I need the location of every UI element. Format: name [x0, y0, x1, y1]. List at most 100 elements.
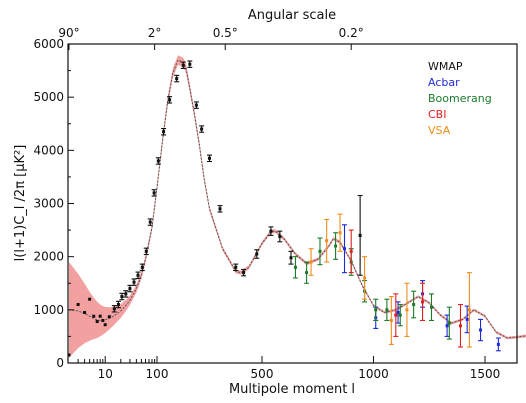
boomerang-data-point — [397, 303, 403, 327]
boomerang-marker — [318, 249, 322, 253]
wmap-data-point — [107, 315, 111, 319]
wmap-marker — [128, 287, 132, 291]
wmap-marker — [358, 233, 362, 237]
cbi-marker — [394, 313, 398, 317]
acbar-marker — [479, 328, 483, 332]
wmap-data-point — [83, 310, 87, 314]
boomerang-data-point — [428, 293, 434, 322]
x-tick-label: 500 — [251, 367, 274, 381]
wmap-data-point — [155, 157, 161, 165]
acbar-marker — [396, 310, 400, 314]
vsa-marker — [338, 231, 342, 235]
wmap-marker — [255, 252, 259, 256]
acbar-data-point — [495, 337, 501, 352]
top-tick-label: 0.2° — [339, 26, 364, 40]
wmap-marker — [120, 295, 124, 299]
boomerang-marker — [293, 265, 297, 269]
wmap-marker — [136, 273, 140, 277]
wmap-data-point — [95, 320, 99, 324]
wmap-data-point — [147, 218, 153, 226]
legend-entry-wmap: WMAP — [428, 60, 463, 73]
cbi-marker — [349, 249, 353, 253]
wmap-marker — [124, 292, 128, 296]
wmap-marker — [101, 318, 105, 322]
wmap-data-point — [193, 101, 199, 109]
wmap-marker — [95, 320, 99, 324]
boomerang-marker — [429, 305, 433, 309]
wmap-marker — [289, 256, 293, 260]
y-tick-label: 5000 — [33, 90, 64, 104]
boomerang-marker — [398, 313, 402, 317]
wmap-marker — [103, 323, 107, 327]
x-tick-label: 1000 — [358, 367, 389, 381]
data-points-layer — [67, 60, 501, 357]
acbar-data-point — [342, 224, 348, 274]
vsa-data-point — [466, 272, 472, 348]
acbar-data-point — [478, 318, 484, 342]
wmap-data-point — [277, 230, 283, 243]
boomerang-marker — [447, 321, 451, 325]
wmap-data-point — [357, 194, 363, 276]
legend-entry-cbi: CBI — [428, 108, 446, 121]
wmap-marker — [278, 234, 282, 238]
legend-entry-vsa: VSA — [428, 124, 451, 137]
wmap-data-point — [115, 300, 121, 309]
wmap-data-point — [76, 303, 80, 307]
wmap-marker — [175, 77, 179, 81]
x-tick-label: 1500 — [470, 367, 501, 381]
vsa-data-point — [308, 248, 314, 276]
wmap-marker — [152, 191, 156, 195]
vsa-marker — [389, 318, 393, 322]
acbar-data-point — [464, 305, 470, 334]
wmap-marker — [188, 62, 192, 66]
wmap-data-point — [288, 250, 294, 265]
acbar-data-point — [444, 314, 450, 337]
wmap-marker — [162, 130, 166, 134]
legend: WMAP Acbar Boomerang CBI VSA — [428, 60, 492, 137]
acbar-marker — [445, 324, 449, 328]
y-axis-title: l(l+1)C_l /2π [μK²] — [13, 145, 28, 262]
wmap-data-point — [233, 263, 239, 272]
boomerang-data-point — [304, 261, 310, 284]
wmap-data-point — [167, 96, 173, 104]
acbar-data-point — [395, 301, 401, 324]
acbar-marker — [465, 317, 469, 321]
wmap-marker — [107, 315, 111, 319]
wmap-marker — [218, 207, 222, 211]
wmap-marker — [234, 265, 238, 269]
legend-entry-boomerang: Boomerang — [428, 92, 492, 105]
y-tick-label: 3000 — [33, 197, 64, 211]
wmap-marker — [242, 271, 246, 275]
boomerang-data-point — [411, 290, 417, 319]
x-tick-label: 100 — [146, 367, 169, 381]
x-axis-title: Multipole moment l — [229, 382, 355, 397]
boomerang-marker — [305, 271, 309, 275]
cbi-data-point — [348, 229, 354, 274]
top-tick-label: 2° — [148, 26, 162, 40]
boomerang-marker — [385, 308, 389, 312]
wmap-marker — [181, 63, 185, 67]
y-tick-label: 6000 — [33, 37, 64, 51]
wmap-data-point — [135, 271, 141, 280]
wmap-data-point — [101, 318, 105, 322]
wmap-marker — [132, 280, 136, 284]
cbi-data-point — [457, 303, 463, 348]
boomerang-data-point — [446, 306, 452, 340]
wmap-data-point — [161, 127, 167, 136]
wmap-data-point — [217, 205, 223, 213]
boomerang-marker — [374, 308, 378, 312]
wmap-data-point — [67, 353, 71, 357]
wmap-data-point — [98, 314, 102, 318]
wmap-marker — [269, 229, 273, 233]
wmap-data-point — [199, 125, 205, 133]
wmap-marker — [76, 303, 80, 307]
vsa-marker — [467, 308, 471, 312]
vsa-data-point — [362, 256, 368, 300]
wmap-data-point — [88, 297, 92, 301]
y-tick-label: 2000 — [33, 250, 64, 264]
top-axis-title: Angular scale — [248, 8, 336, 23]
boomerang-data-point — [317, 237, 323, 266]
x-tick-label: 10 — [98, 367, 113, 381]
wmap-data-point — [139, 263, 145, 272]
